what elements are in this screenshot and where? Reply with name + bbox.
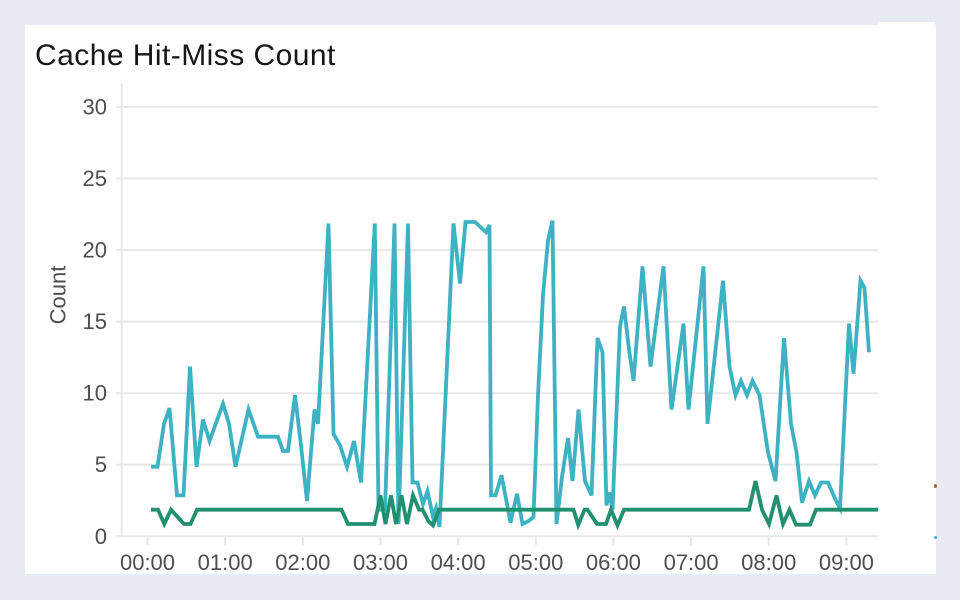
svg-text:05:00: 05:00: [508, 550, 563, 575]
svg-text:02:00: 02:00: [275, 550, 330, 575]
svg-text:20: 20: [83, 238, 107, 263]
svg-text:Count: Count: [46, 266, 71, 325]
svg-text:30: 30: [83, 95, 107, 120]
svg-text:08:00: 08:00: [741, 550, 796, 575]
svg-text:25: 25: [83, 166, 107, 191]
svg-text:03:00: 03:00: [353, 550, 408, 575]
svg-text:09:00: 09:00: [819, 550, 874, 575]
svg-text:0: 0: [95, 524, 107, 549]
svg-text:04:00: 04:00: [431, 550, 486, 575]
svg-text:06:00: 06:00: [586, 550, 641, 575]
svg-text:10: 10: [83, 381, 107, 406]
svg-text:01:00: 01:00: [198, 550, 253, 575]
svg-text:15: 15: [83, 309, 107, 334]
svg-text:00:00: 00:00: [120, 550, 175, 575]
svg-text:07:00: 07:00: [664, 550, 719, 575]
svg-text:5: 5: [95, 452, 107, 477]
